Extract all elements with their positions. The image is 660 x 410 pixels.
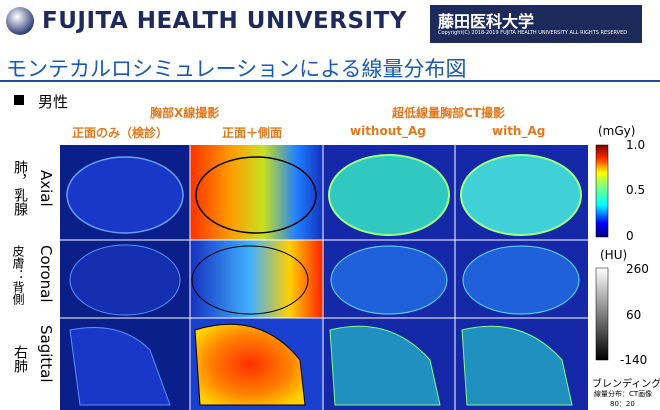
column-header: 正面のみ（検診） <box>72 126 169 140</box>
footnote: ブレンディング <box>592 379 660 390</box>
section: 男性 <box>38 93 69 111</box>
group: 超低線量胸部CT撮影 <box>392 106 505 120</box>
dose-unit: (mGy) <box>598 124 636 138</box>
column-header: 正面＋側面 <box>222 126 283 140</box>
title: モンテカルロシミュレーションによる線量分布図 <box>6 57 467 81</box>
footnote: 線量分布：CT画像 <box>594 390 653 398</box>
university-jp: 藤田医科大学 <box>438 12 535 31</box>
row-organ: 右肺 <box>12 345 28 373</box>
row-plane: Coronal <box>37 245 55 303</box>
row-organ: 肺，乳腺 <box>12 160 28 216</box>
row-plane: Axial <box>37 170 55 207</box>
column-header: with_Ag <box>492 124 546 138</box>
footnote: 80：20 <box>610 400 635 408</box>
copyright: Copyright(C) 2018-2019 FUJITA HEALTH UNI… <box>438 30 628 36</box>
hu-tick: 60 <box>626 308 642 322</box>
hu-tick: -140 <box>620 353 648 367</box>
row-organ: 皮膚：背側 <box>11 245 25 305</box>
dose-tick: 1.0 <box>626 138 646 152</box>
dose-tick: 0.5 <box>626 183 646 197</box>
row-plane: Sagittal <box>37 325 55 383</box>
university: FUJITA HEALTH UNIVERSITY <box>42 8 407 34</box>
column-header: without_Ag <box>350 124 426 138</box>
hu-tick: 260 <box>626 262 649 276</box>
dose-tick: 0 <box>626 229 634 243</box>
hu-unit: (HU) <box>600 248 628 262</box>
group: 胸部X線撮影 <box>150 106 220 120</box>
